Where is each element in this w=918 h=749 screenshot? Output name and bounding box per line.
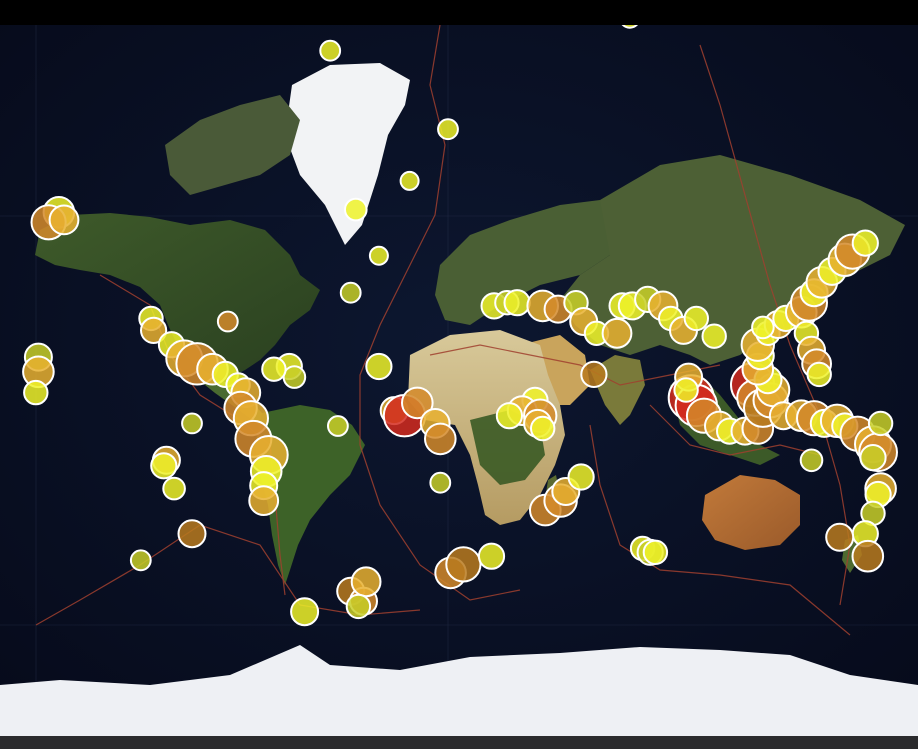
earthquake-marker[interactable] [429,471,452,494]
earthquake-marker[interactable] [248,485,280,517]
earthquake-marker[interactable] [580,360,608,388]
map-canvas[interactable] [0,25,918,736]
earthquake-marker[interactable] [345,593,372,620]
earthquake-marker[interactable] [327,415,349,437]
earthquake-marker[interactable] [177,519,207,549]
earthquake-marker[interactable] [701,323,727,349]
earthquake-marker[interactable] [751,315,775,340]
earthquake-marker[interactable] [806,361,832,388]
earthquake-marker[interactable] [799,448,824,473]
australia [702,475,800,550]
earthquake-marker[interactable] [601,317,633,349]
earthquake-marker[interactable] [150,452,178,480]
earthquake-marker[interactable] [319,39,342,62]
top-bar [0,0,918,25]
earthquake-marker[interactable] [825,522,855,552]
earthquake-marker[interactable] [567,463,595,491]
world-map[interactable] [0,25,918,736]
earthquake-marker[interactable] [129,549,152,572]
earthquake-marker[interactable] [23,379,49,406]
earthquake-marker[interactable] [181,412,203,435]
earthquake-marker[interactable] [851,539,885,573]
earthquake-layer [22,25,898,627]
earthquake-marker[interactable] [620,25,640,29]
earthquake-marker[interactable] [477,542,506,570]
earthquake-marker[interactable] [851,229,879,257]
earthquake-marker[interactable] [365,352,393,381]
earthquake-marker[interactable] [495,402,523,430]
earthquake-marker[interactable] [445,546,482,583]
earthquake-marker[interactable] [673,377,699,403]
earthquake-marker[interactable] [399,170,420,191]
earthquake-marker[interactable] [683,305,709,332]
earthquake-marker[interactable] [344,197,368,222]
north-america [35,213,320,380]
earthquake-marker[interactable] [437,118,459,141]
earthquake-marker[interactable] [140,316,168,344]
earthquake-marker[interactable] [290,597,320,627]
earthquake-marker[interactable] [216,310,239,333]
antarctica [0,645,918,736]
earthquake-marker[interactable] [282,365,307,389]
earthquake-marker[interactable] [642,539,669,565]
earthquake-marker[interactable] [859,444,887,472]
earthquake-marker[interactable] [503,289,531,317]
earthquake-marker[interactable] [368,245,389,266]
canadian-arctic-islands [165,95,300,195]
earthquake-marker[interactable] [424,422,457,456]
greenland [285,63,410,245]
earthquake-marker[interactable] [261,356,287,382]
earthquake-marker[interactable] [350,566,382,598]
earthquake-marker[interactable] [867,410,894,437]
europe [435,200,620,325]
earthquake-marker[interactable] [48,204,80,236]
earthquake-marker[interactable] [339,281,362,304]
bottom-bar [0,736,918,749]
earthquake-marker[interactable] [162,476,186,501]
earthquake-marker[interactable] [530,415,556,442]
earthquake-marker[interactable] [401,386,434,420]
